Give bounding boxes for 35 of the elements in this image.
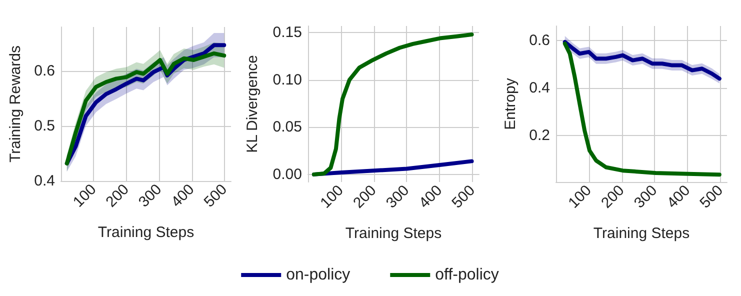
- x-tick-label: 400: [168, 180, 198, 211]
- x-tick-label: 200: [102, 180, 132, 211]
- y-axis-title: Entropy: [502, 78, 520, 130]
- x-tick-label: 500: [696, 182, 726, 212]
- x-tick-label: 300: [382, 182, 413, 212]
- x-tick-label: 500: [448, 182, 478, 212]
- y-tick-label: 0.00: [272, 166, 302, 183]
- x-tick-label: 500: [200, 180, 230, 211]
- x-tick-label: 400: [416, 182, 446, 212]
- y-tick-label: 0.4: [529, 79, 550, 96]
- x-tick-label: 200: [350, 182, 380, 212]
- y-tick-label: 0.10: [272, 71, 302, 88]
- x-axis-title: Training Steps: [345, 225, 442, 242]
- legend-label: off-policy: [435, 266, 499, 284]
- y-tick-label: 0.4: [34, 172, 55, 190]
- y-axis-title: Training Rewards: [7, 46, 24, 162]
- y-tick-label: 0.2: [529, 127, 550, 144]
- x-tick-label: 300: [135, 180, 166, 211]
- x-tick-label: 300: [630, 182, 661, 212]
- x-tick-label: 100: [317, 182, 347, 212]
- y-tick-label: 0.5: [34, 118, 55, 134]
- legend-label: on-policy: [286, 266, 350, 284]
- line-series: [562, 42, 722, 177]
- x-tick-label: 400: [664, 182, 694, 212]
- y-tick-label: 0.6: [34, 62, 55, 80]
- y-tick-label: 0.15: [272, 24, 302, 42]
- line-series: [312, 32, 474, 176]
- x-axis-title: Training Steps: [593, 225, 690, 242]
- x-tick-label: 100: [565, 182, 595, 212]
- y-tick-label: 0.05: [272, 118, 302, 136]
- x-tick-label: 200: [598, 182, 628, 212]
- x-axis-title: Training Steps: [98, 224, 194, 241]
- y-axis-title: KL Divergence: [244, 55, 261, 153]
- y-tick-label: 0.6: [529, 32, 550, 49]
- x-tick-label: 100: [70, 180, 100, 211]
